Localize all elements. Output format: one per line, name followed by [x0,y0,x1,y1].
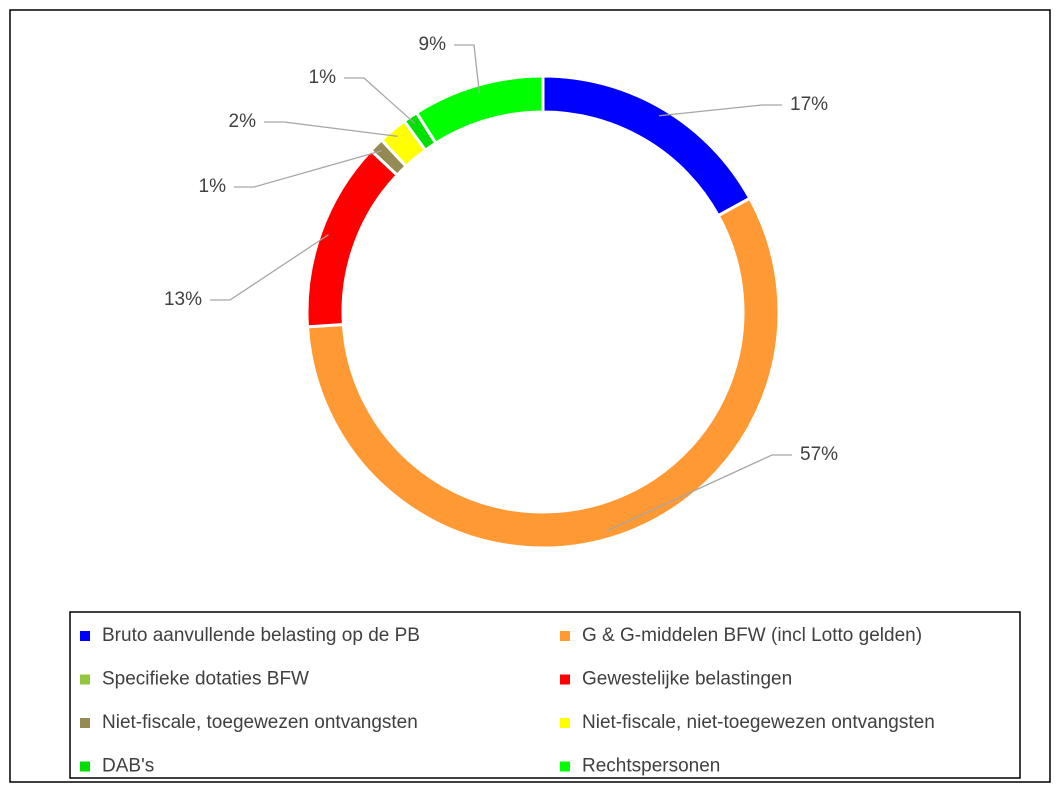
leader-line [454,44,481,94]
donut-slice [414,74,545,146]
legend-swatch [80,631,90,641]
legend-swatch [80,674,90,685]
legend-label: Gewestelijke belastingen [582,669,792,690]
leader-line [234,150,382,188]
legend-label: Specifieke dotaties BFW [102,669,309,690]
data-label: 13% [164,289,202,310]
data-label: 17% [790,94,828,115]
legend-label: DAB's [102,756,154,777]
leader-line [210,234,329,301]
legend-box [69,611,1021,779]
leader-line [658,104,782,117]
legend-swatch [560,674,570,685]
legend-label: G & G-middelen BFW (incl Lotto gelden) [582,625,922,646]
leader-line [344,77,416,124]
legend-label: Rechtspersonen [582,756,720,777]
legend-label: Bruto aanvullende belasting op de PB [102,625,420,646]
leader-line [264,121,398,137]
legend-swatch [560,761,570,772]
leader-line [606,454,792,532]
donut-slice [305,196,781,550]
legend-swatch [80,718,90,728]
data-label: 9% [419,34,447,55]
data-label: 1% [199,176,227,197]
data-label: 1% [309,67,337,88]
legend-label: Niet-fiscale, toegewezen ontvangsten [102,712,418,733]
data-label: 2% [229,111,257,132]
data-label: 57% [800,444,838,465]
legend-swatch [560,631,570,641]
legend-swatch [560,718,570,728]
legend-label: Niet-fiscale, niet-toegewezen ontvangste… [582,712,935,733]
legend-swatch [80,761,90,772]
